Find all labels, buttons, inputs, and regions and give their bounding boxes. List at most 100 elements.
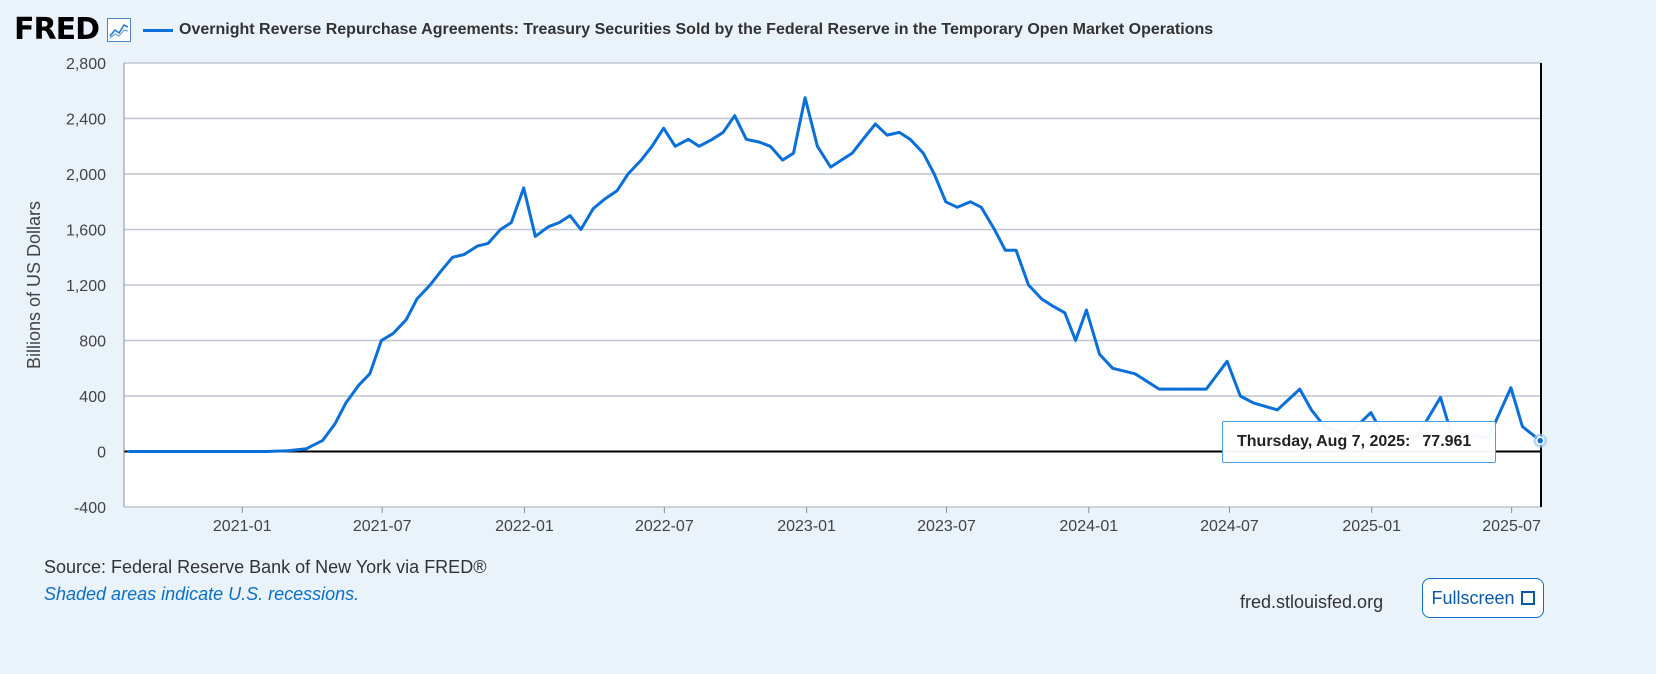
recession-note[interactable]: Shaded areas indicate U.S. recessions. [44, 584, 360, 604]
hover-marker[interactable] [1535, 436, 1545, 445]
data-point [428, 283, 432, 287]
data-point [344, 401, 348, 405]
data-point [1014, 249, 1018, 252]
data-point [305, 447, 308, 450]
data-point [510, 221, 513, 224]
data-point [662, 127, 665, 130]
data-point [673, 145, 677, 148]
data-point [697, 145, 701, 148]
data-point [1252, 401, 1255, 405]
data-point [908, 138, 912, 141]
y-axis-label: Billions of US Dollars [24, 201, 44, 369]
data-point [650, 145, 654, 148]
data-point [1521, 425, 1524, 428]
data-point [404, 318, 408, 321]
series-legend-line [143, 28, 173, 32]
data-point [603, 197, 607, 201]
value-tooltip: Thursday, Aug 7, 2025: 77.961 [1222, 421, 1496, 463]
x-tick-label: 2023-07 [917, 518, 976, 535]
data-point [451, 256, 454, 259]
site-url[interactable]: fred.stlouisfed.org [1240, 592, 1384, 612]
data-point [499, 228, 502, 231]
data-point [1004, 249, 1007, 252]
data-point [547, 225, 550, 228]
data-point [792, 151, 795, 155]
data-point [626, 172, 630, 176]
data-point [415, 297, 419, 301]
y-tick-label: 2,800 [66, 56, 106, 73]
series-title[interactable]: Overnight Reverse Repurchase Agreements:… [179, 21, 1214, 38]
data-point [829, 165, 832, 169]
data-point [1074, 339, 1077, 342]
x-tick-label: 2024-01 [1059, 518, 1118, 535]
y-tick-label: 1,200 [66, 278, 106, 295]
tooltip-value: 77.961 [1422, 433, 1472, 450]
y-tick-label: 1,600 [66, 223, 106, 240]
x-tick-label: 2023-01 [777, 518, 836, 535]
data-point [321, 439, 324, 442]
fullscreen-button[interactable]: Fullscreen [1422, 578, 1544, 618]
data-point [1310, 408, 1313, 412]
data-point [851, 151, 854, 155]
data-point [969, 200, 972, 203]
data-point [816, 145, 819, 148]
fullscreen-icon [1520, 591, 1535, 605]
data-point [616, 189, 619, 192]
data-point [1181, 387, 1184, 391]
data-point [733, 114, 736, 117]
y-tick-label: 800 [79, 334, 106, 351]
data-point [1369, 411, 1373, 414]
data-point [1098, 353, 1101, 356]
data-point [357, 383, 361, 387]
fred-logo[interactable]: FRED [14, 12, 100, 47]
data-point [1439, 396, 1442, 399]
data-point [898, 131, 901, 134]
data-point [956, 206, 959, 209]
source-text: Source: Federal Reserve Bank of New York… [44, 557, 487, 577]
tooltip-date: Thursday, Aug 7, 2025: [1237, 433, 1411, 450]
data-point [1133, 372, 1137, 375]
x-tick-label: 2021-07 [353, 518, 412, 535]
line-graph-icon [107, 18, 131, 42]
data-point [840, 158, 843, 162]
data-point [1157, 387, 1161, 391]
data-point [579, 228, 583, 231]
data-point [861, 138, 865, 141]
data-point [874, 122, 877, 126]
data-point [1298, 387, 1302, 391]
data-point [1085, 308, 1088, 312]
data-point [1111, 367, 1114, 370]
data-point [687, 138, 690, 141]
data-point [333, 422, 337, 425]
data-point [534, 235, 537, 238]
data-point [1040, 297, 1043, 301]
data-point [769, 145, 772, 148]
x-tick-label: 2022-01 [495, 518, 554, 535]
y-tick-label: -400 [74, 500, 106, 517]
data-point [217, 450, 220, 453]
data-point [380, 339, 383, 342]
data-point [1509, 386, 1513, 389]
x-tick-label: 2022-07 [635, 518, 694, 535]
x-tick-label: 2025-01 [1342, 518, 1401, 535]
data-point [265, 450, 268, 453]
fullscreen-label: Fullscreen [1431, 587, 1515, 608]
y-tick-label: 2,000 [66, 167, 106, 184]
y-tick-label: 0 [97, 445, 106, 462]
data-point [1063, 311, 1067, 314]
data-point [1027, 283, 1030, 287]
data-point [922, 151, 925, 155]
data-point [932, 172, 936, 176]
data-point [558, 221, 561, 224]
data-point [1205, 387, 1208, 391]
data-point [781, 158, 784, 162]
chart-header: FRED Overnight Reverse Repurchase Agreem… [14, 14, 1213, 46]
data-point [711, 138, 714, 141]
data-point [568, 214, 572, 217]
data-point [486, 242, 490, 245]
data-point [1239, 394, 1242, 398]
data-point [127, 450, 130, 453]
data-point [286, 449, 290, 453]
data-point [368, 372, 372, 375]
